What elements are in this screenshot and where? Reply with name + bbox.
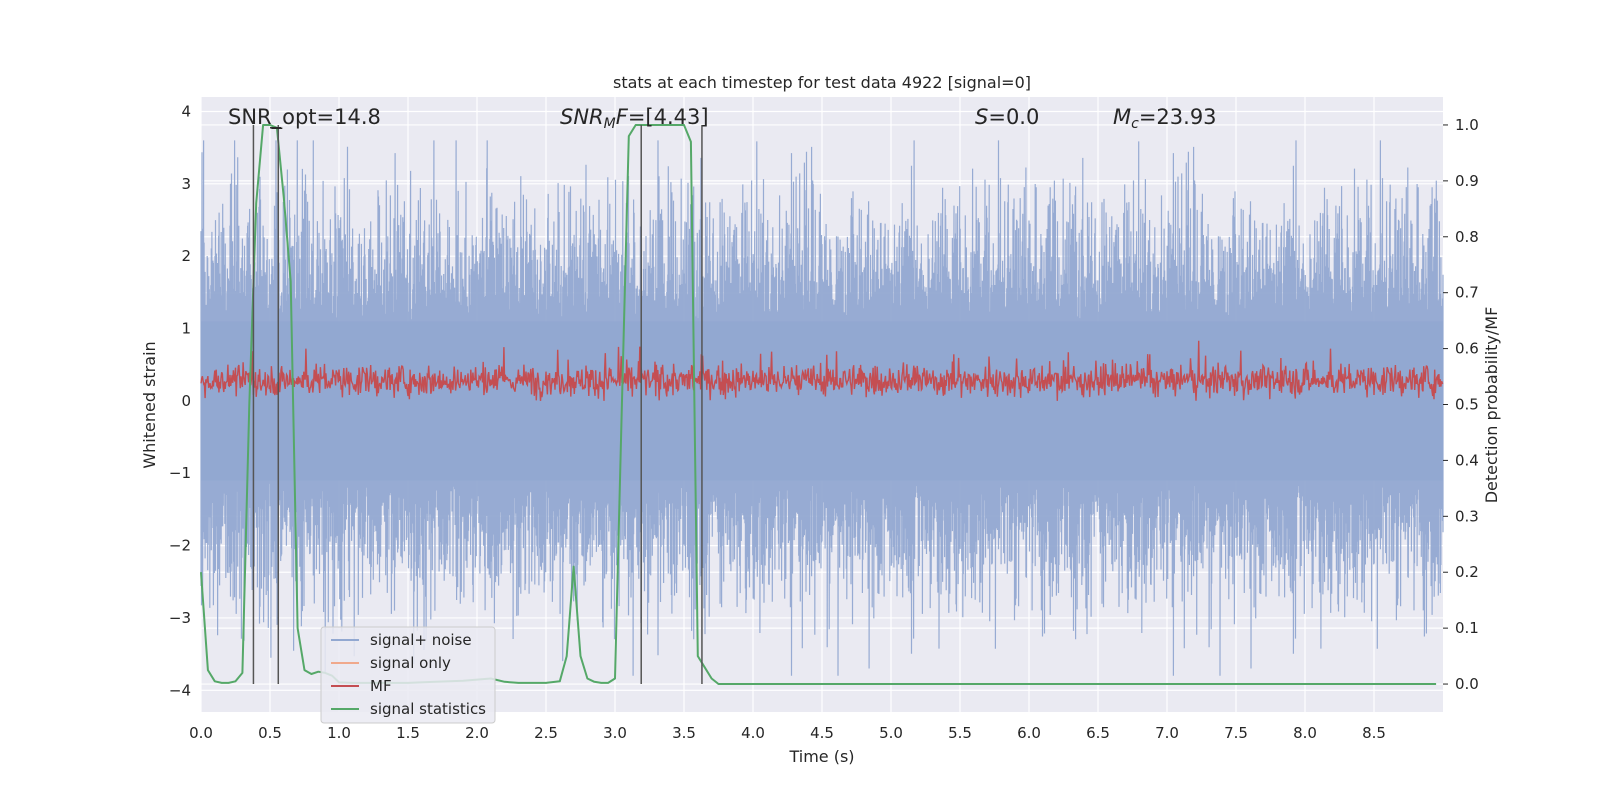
y-tick-label: 2 — [181, 247, 191, 265]
y-right-tick-label: 0.5 — [1455, 396, 1479, 414]
x-tick-label: 2.0 — [465, 724, 489, 742]
annotation-s: S=0.0 — [975, 105, 1039, 129]
y-tick-label: −2 — [169, 537, 191, 555]
y-right-tick-label: 0.4 — [1455, 451, 1479, 469]
snr-mf-subscript: M — [604, 116, 616, 132]
y-right-tick-label: 1.0 — [1455, 116, 1479, 134]
legend-label-signal: signal only — [370, 654, 451, 672]
legend: signal+ noise signal only MF signal stat… — [320, 626, 496, 724]
s-symbol: S — [975, 105, 988, 129]
y-tick-label: −3 — [169, 609, 191, 627]
x-tick-label: 3.5 — [672, 724, 696, 742]
y-right-tick-label: 0.2 — [1455, 563, 1479, 581]
y-tick-label: 0 — [181, 392, 191, 410]
y-tick-label: −1 — [169, 464, 191, 482]
y-ticks-right: 1.0 0.9 0.8 0.7 0.6 0.5 0.4 0.3 0.2 0.1 0.0 — [1443, 116, 1479, 693]
y-right-tick-label: 0.3 — [1455, 507, 1479, 525]
statistics-series — [200, 124, 1437, 685]
y-right-tick-label: 0.1 — [1455, 619, 1479, 637]
x-tick-label: 7.5 — [1224, 724, 1248, 742]
noise-series — [200, 140, 1444, 676]
x-tick-label: 5.5 — [948, 724, 972, 742]
snr-mf-tail: F — [616, 105, 629, 129]
y-right-tick-label: 0.0 — [1455, 675, 1479, 693]
legend-box — [320, 626, 496, 724]
x-tick-label: 4.0 — [741, 724, 765, 742]
vertical-markers — [252, 124, 703, 685]
annotation-snr-opt: SNR_opt=14.8 — [228, 105, 381, 130]
y-axis-label-right: Detection probability/MF — [1482, 307, 1501, 504]
x-tick-label: 3.0 — [603, 724, 627, 742]
legend-label-statistics: signal statistics — [370, 700, 486, 718]
y-ticks: 4 3 2 1 0 −1 −2 −3 −4 — [169, 102, 191, 699]
y-tick-label: 1 — [181, 320, 191, 338]
x-tick-label: 6.5 — [1086, 724, 1110, 742]
mc-value: =23.93 — [1139, 105, 1217, 129]
x-tick-label: 5.0 — [879, 724, 903, 742]
x-tick-label: 2.5 — [534, 724, 558, 742]
snr-mf-value: =[4.43] — [628, 105, 709, 129]
mf-series — [200, 340, 1444, 401]
y-right-tick-label: 0.6 — [1455, 340, 1479, 358]
mc-subscript: c — [1131, 116, 1139, 132]
y-tick-label: 3 — [181, 175, 191, 193]
mc-symbol: M — [1113, 105, 1131, 129]
annotation-mc: Mc=23.93 — [1113, 105, 1217, 132]
mf-line — [200, 340, 1444, 401]
x-tick-label: 4.5 — [810, 724, 834, 742]
x-tick-label: 8.0 — [1293, 724, 1317, 742]
chart-title: stats at each timestep for test data 492… — [613, 73, 1031, 92]
noise-band-core — [201, 321, 1443, 481]
x-tick-label: 1.0 — [327, 724, 351, 742]
x-tick-label: 8.5 — [1362, 724, 1386, 742]
x-tick-label: 1.5 — [396, 724, 420, 742]
y-right-tick-label: 0.8 — [1455, 228, 1479, 246]
legend-label-noise: signal+ noise — [370, 631, 472, 649]
annotation-snr-mf: SNRMF=[4.43] — [560, 105, 709, 132]
x-axis-label: Time (s) — [788, 747, 854, 766]
s-value: =0.0 — [988, 105, 1039, 129]
statistics-line — [200, 124, 1437, 685]
y-right-tick-label: 0.9 — [1455, 172, 1479, 190]
y-tick-label: 4 — [181, 102, 191, 120]
x-tick-label: 7.0 — [1155, 724, 1179, 742]
x-tick-label: 0.5 — [258, 724, 282, 742]
y-tick-label: −4 — [169, 681, 191, 699]
snr-mf-symbol: SNR — [560, 105, 604, 129]
x-tick-label: 6.0 — [1017, 724, 1041, 742]
y-axis-label: Whitened strain — [140, 341, 159, 468]
x-tick-label: 0.0 — [189, 724, 213, 742]
x-ticks: 0.0 0.5 1.0 1.5 2.0 2.5 3.0 3.5 4.0 4.5 5.0 5.5 6.0 6… — [189, 724, 1386, 742]
y-right-tick-label: 0.7 — [1455, 284, 1479, 302]
legend-label-mf: MF — [370, 677, 392, 695]
